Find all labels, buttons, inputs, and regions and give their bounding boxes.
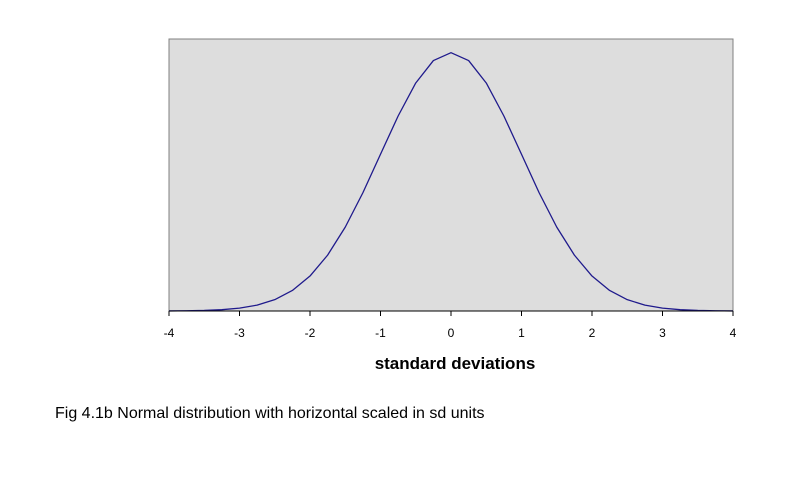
x-tick-label: -2 [305, 326, 316, 340]
x-tick-label: -4 [164, 326, 175, 340]
x-tick-label: 0 [448, 326, 455, 340]
figure-caption: Fig 4.1b Normal distribution with horizo… [55, 405, 485, 422]
x-axis-label: standard deviations [375, 354, 536, 373]
x-tick-label: 2 [589, 326, 596, 340]
normal-curve-line [168, 52, 734, 312]
x-tick-label: -1 [375, 326, 386, 340]
x-axis-ticks: -4 -3 -2 -1 0 1 2 3 4 [164, 311, 737, 340]
plot-area [168, 38, 734, 312]
x-tick-label: 4 [730, 326, 737, 340]
x-tick-label: 1 [518, 326, 525, 340]
x-tick-label: 3 [659, 326, 666, 340]
x-tick-label: -3 [234, 326, 245, 340]
